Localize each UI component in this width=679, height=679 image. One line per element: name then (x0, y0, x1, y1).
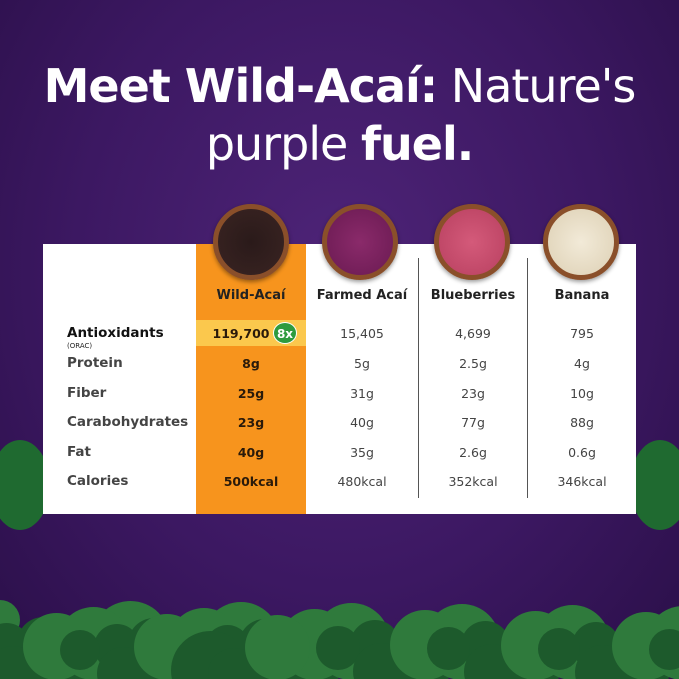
table-cell: 40g (350, 415, 374, 430)
row-sublabel: (ORAC) (67, 342, 93, 350)
row-label: Protein (67, 355, 123, 371)
row-label: Carabohydrates (67, 414, 189, 430)
foliage-leaf (245, 615, 310, 679)
column-header-wild-acai: Wild-Acaí (216, 288, 286, 303)
palm-tree (0, 440, 50, 530)
row-label: Fiber (67, 385, 107, 401)
foliage-leaf (60, 630, 100, 670)
table-cell: 795 (570, 326, 594, 341)
column-header-banana: Banana (554, 288, 610, 303)
table-cell: 352kcal (448, 474, 498, 489)
table-cell: 5g (354, 356, 370, 371)
table-cell: 480kcal (337, 474, 387, 489)
table-cell: 23g (237, 415, 265, 430)
farmed-acai-powder-bowl (322, 204, 398, 280)
table-cell: 4g (574, 356, 590, 371)
row-label: Calories (67, 473, 129, 489)
table-cell: 346kcal (557, 474, 607, 489)
foliage-leaf (316, 626, 360, 670)
foliage-leaf (427, 627, 470, 670)
table-cell: 500kcal (223, 474, 279, 489)
comparison-table (43, 244, 636, 514)
table-cell: 15,405 (340, 326, 384, 341)
table-cell: 8g (242, 356, 260, 371)
table-cell: 0.6g (568, 445, 596, 460)
foliage-leaf (538, 628, 580, 670)
table-cell: 119,700 (212, 326, 270, 341)
table-cell: 23g (461, 386, 485, 401)
blueberry-powder-bowl (434, 204, 510, 280)
table-cell: 88g (570, 415, 594, 430)
column-divider (418, 258, 419, 498)
headline-line-1: Meet Wild-Acaí: Nature's (43, 59, 637, 113)
8x-badge: 8x (273, 322, 297, 344)
table-cell: 31g (350, 386, 374, 401)
wild-acai-column-highlight (196, 244, 306, 514)
table-cell: 25g (237, 386, 265, 401)
table-cell: 35g (350, 445, 374, 460)
column-header-blueberries: Blueberries (430, 288, 516, 303)
headline-line-2: purple fuel. (205, 117, 474, 171)
column-divider (527, 258, 528, 498)
table-cell: 2.6g (459, 445, 487, 460)
table-cell: 4,699 (455, 326, 491, 341)
table-cell: 2.5g (459, 356, 487, 371)
palm-tree (630, 440, 679, 530)
table-cell: 40g (237, 445, 265, 460)
row-label: Fat (67, 444, 91, 460)
table-cell: 77g (461, 415, 485, 430)
row-label: Antioxidants (67, 325, 164, 341)
banana-powder-bowl (543, 204, 619, 280)
table-cell: 10g (570, 386, 594, 401)
column-header-farmed-acai: Farmed Acaí (316, 288, 408, 303)
foliage-leaf (649, 629, 679, 670)
wild-acai-powder-bowl (213, 204, 289, 280)
